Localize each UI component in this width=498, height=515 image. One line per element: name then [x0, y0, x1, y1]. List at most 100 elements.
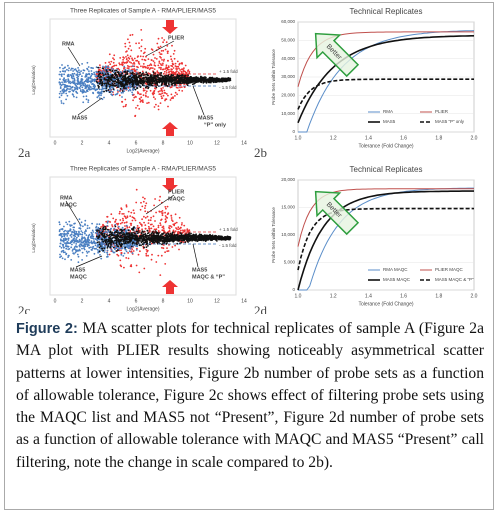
point — [131, 93, 134, 96]
point — [127, 89, 130, 92]
point — [105, 69, 108, 71]
point — [83, 231, 86, 233]
point — [153, 204, 156, 207]
point — [127, 257, 130, 260]
point — [104, 228, 107, 231]
point — [100, 232, 102, 235]
point — [125, 224, 128, 227]
point — [124, 225, 126, 227]
point — [95, 242, 97, 245]
point — [88, 250, 90, 253]
point — [62, 251, 65, 254]
better-arrow: Better — [314, 32, 360, 78]
point — [183, 86, 186, 88]
point — [69, 241, 72, 243]
point — [79, 227, 81, 230]
point — [96, 248, 99, 251]
point — [115, 69, 118, 72]
point — [125, 56, 127, 58]
point — [155, 58, 158, 60]
point — [128, 237, 131, 240]
point — [73, 230, 76, 232]
point — [81, 231, 84, 234]
point — [122, 80, 124, 83]
point — [125, 221, 128, 223]
point — [159, 93, 162, 96]
point — [70, 81, 73, 84]
point — [86, 67, 88, 70]
point — [158, 81, 161, 84]
point — [64, 90, 67, 92]
point — [97, 87, 100, 89]
point — [150, 227, 153, 230]
point — [103, 80, 105, 83]
point — [63, 73, 65, 76]
point — [135, 264, 138, 267]
point — [141, 80, 144, 83]
point — [61, 257, 64, 260]
point — [60, 255, 63, 258]
point — [195, 235, 198, 238]
point — [79, 223, 82, 226]
point — [109, 69, 111, 72]
point — [160, 95, 163, 98]
point — [79, 90, 82, 92]
point — [180, 70, 183, 73]
point — [157, 90, 160, 93]
point — [170, 80, 173, 83]
point — [102, 243, 105, 245]
point — [131, 83, 134, 86]
point — [170, 68, 173, 70]
y-tick-label: 50,000 — [281, 38, 295, 43]
point — [90, 74, 93, 77]
point — [152, 60, 155, 62]
point — [151, 82, 154, 85]
point — [107, 83, 110, 85]
point — [135, 201, 138, 204]
point — [142, 94, 145, 97]
point — [166, 205, 169, 208]
point — [140, 45, 143, 48]
point — [161, 90, 164, 93]
point — [150, 235, 153, 238]
point — [150, 77, 152, 80]
point — [75, 238, 77, 241]
point — [87, 86, 90, 88]
point — [119, 247, 121, 250]
point — [141, 72, 144, 75]
point — [139, 100, 142, 103]
point — [174, 79, 176, 82]
point — [123, 65, 126, 68]
x-tick-label: 0 — [54, 298, 57, 304]
point — [127, 78, 130, 81]
point — [119, 63, 121, 66]
point — [181, 76, 184, 79]
point — [82, 242, 84, 244]
point — [121, 238, 124, 241]
point — [107, 228, 109, 231]
point — [105, 82, 107, 85]
point — [146, 64, 149, 67]
point — [106, 255, 109, 258]
point — [129, 215, 132, 217]
point — [101, 72, 104, 75]
point — [132, 63, 134, 65]
point — [122, 233, 125, 236]
annotation: MAS5 — [72, 115, 87, 121]
point — [129, 75, 132, 77]
point — [126, 246, 129, 248]
point — [94, 238, 97, 240]
point — [132, 89, 135, 91]
point — [186, 228, 189, 230]
point — [119, 219, 122, 221]
point — [129, 72, 132, 74]
point — [140, 96, 143, 99]
point — [77, 71, 79, 73]
y-tick-label: 10,000 — [281, 111, 295, 116]
point — [170, 74, 173, 77]
point — [199, 80, 202, 83]
point — [124, 234, 127, 236]
point — [208, 79, 211, 82]
point — [147, 225, 150, 228]
point — [93, 80, 96, 83]
